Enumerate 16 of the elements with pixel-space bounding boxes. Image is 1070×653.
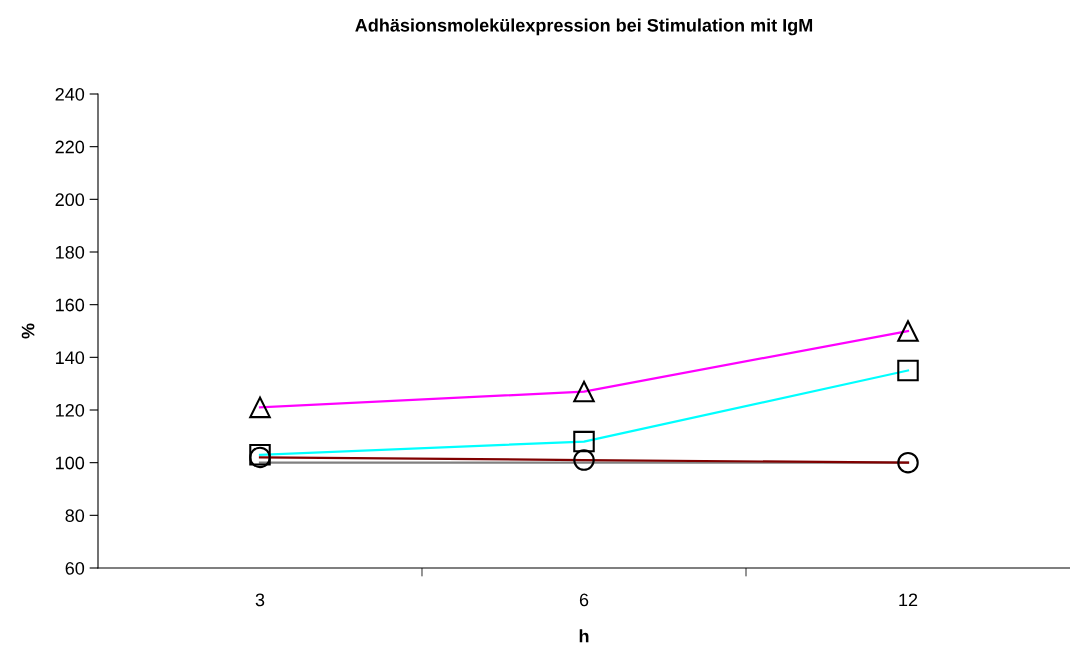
x-tick-label: 3 (255, 593, 265, 607)
y-tick-label: 160 (56, 298, 85, 312)
y-tick-label: 100 (56, 456, 85, 470)
y-tick-label: 180 (56, 245, 85, 259)
y-tick-label: 240 (55, 87, 85, 101)
y-tick-label: 120 (56, 403, 85, 417)
y-axis-title: % (21, 323, 35, 339)
y-tick-label: 220 (55, 140, 85, 154)
x-tick-label: 12 (899, 593, 918, 607)
y-tick-label: 140 (56, 351, 85, 365)
y-tick-label: 200 (55, 193, 85, 207)
x-axis-title: h (579, 629, 589, 643)
y-tick-label: 60 (65, 561, 85, 575)
x-tick-label: 6 (579, 593, 589, 607)
y-tick-label: 80 (65, 509, 85, 523)
chart-title: Adhäsionsmolekülexpression bei Stimulation mit IgM (355, 18, 813, 36)
